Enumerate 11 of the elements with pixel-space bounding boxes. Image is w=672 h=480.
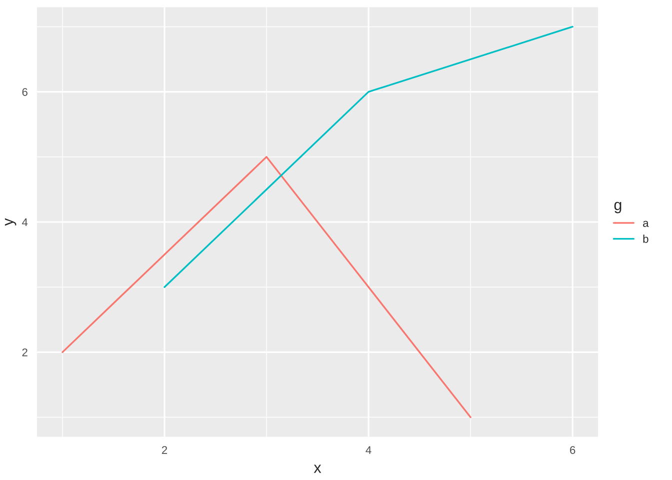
- legend-label: a: [643, 220, 649, 227]
- x-tick-label: 2: [162, 446, 168, 454]
- x-tick-label: 4: [366, 446, 372, 454]
- x-axis-title: x: [314, 464, 322, 473]
- y-axis-title: y: [4, 218, 16, 226]
- legend-title: g: [614, 202, 622, 214]
- legend-label: b: [643, 234, 648, 243]
- y-tick-label: 4: [22, 218, 28, 226]
- y-tick-label: 2: [22, 348, 28, 356]
- x-tick-label: 6: [570, 446, 576, 454]
- y-tick-label: 6: [22, 88, 28, 96]
